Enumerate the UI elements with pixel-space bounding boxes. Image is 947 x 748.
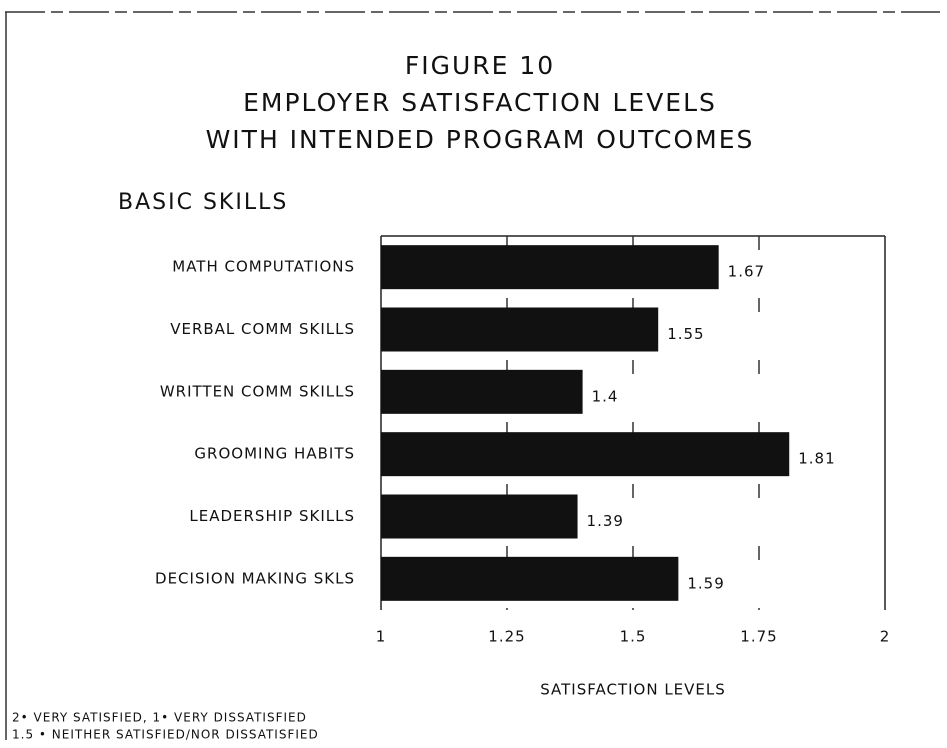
- bar: [381, 556, 679, 601]
- bar: [381, 432, 790, 477]
- bar: [381, 307, 659, 352]
- subtitle: BASIC SKILLS: [118, 190, 288, 215]
- note: 2• VERY SATISFIED, 1• VERY DISSATISFIED: [12, 711, 307, 725]
- note: 1.5 • NEITHER SATISFIED/NOR DISSATISFIED: [12, 728, 319, 742]
- value-label: 1.39: [587, 512, 624, 530]
- x-axis-label: SATISFACTION LEVELS: [540, 681, 726, 699]
- y-tick-label: MATH COMPUTATIONS: [172, 258, 355, 276]
- value-label: 1.55: [667, 325, 704, 343]
- x-tick-label: 1: [376, 628, 387, 646]
- y-tick-label: GROOMING HABITS: [194, 445, 355, 463]
- x-tick-label: 1.5: [620, 628, 647, 646]
- value-label: 1.59: [687, 574, 724, 592]
- value-label: 1.4: [592, 387, 619, 405]
- chart-title: EMPLOYER SATISFACTION LEVELS: [243, 88, 717, 117]
- chart-title: WITH INTENDED PROGRAM OUTCOMES: [206, 125, 755, 154]
- bar: [381, 245, 719, 290]
- y-tick-label: LEADERSHIP SKILLS: [189, 507, 355, 525]
- value-label: 1.67: [728, 263, 765, 281]
- y-tick-label: WRITTEN COMM SKILLS: [160, 382, 355, 400]
- y-tick-label: DECISION MAKING SKLS: [155, 569, 355, 587]
- x-tick-label: 2: [880, 628, 891, 646]
- x-tick-label: 1.75: [740, 628, 777, 646]
- x-tick-label: 1.25: [488, 628, 525, 646]
- y-tick-label: VERBAL COMM SKILLS: [170, 320, 355, 338]
- bar: [381, 369, 583, 414]
- value-label: 1.81: [798, 450, 835, 468]
- chart-title: FIGURE 10: [405, 51, 555, 80]
- bar: [381, 494, 578, 539]
